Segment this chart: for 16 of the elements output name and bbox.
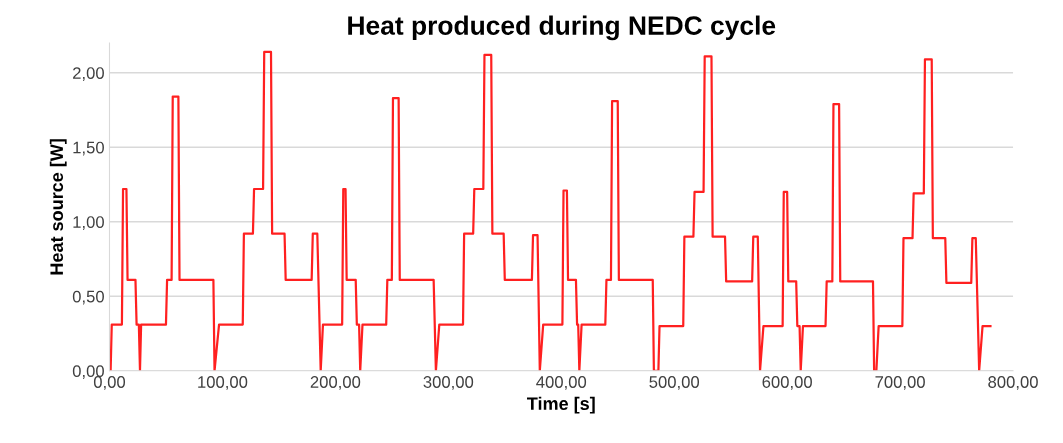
y-tick-label: 2,00 (73, 67, 104, 81)
x-tick-label: 100,00 (198, 376, 248, 390)
x-tick-label: 200,00 (310, 376, 361, 390)
y-axis-title: Heat source [W] (49, 139, 67, 275)
x-tick-label: 300,00 (423, 376, 474, 390)
x-tick-label: 700,00 (875, 376, 925, 390)
x-tick-label: 400,00 (536, 376, 587, 390)
y-tick-label: 1,50 (73, 141, 104, 156)
x-tick-label: 600,00 (762, 376, 812, 390)
line-series (109, 50, 992, 371)
x-tick-label: 800,00 (988, 376, 1038, 390)
x-axis-title: Time [s] (527, 396, 595, 414)
x-tick-label: 500,00 (649, 376, 700, 390)
y-tick-label: 1,00 (73, 216, 104, 230)
y-tick-label: 0,50 (72, 290, 104, 305)
chart-title: Heat produced during NEDC cycle (348, 15, 776, 41)
